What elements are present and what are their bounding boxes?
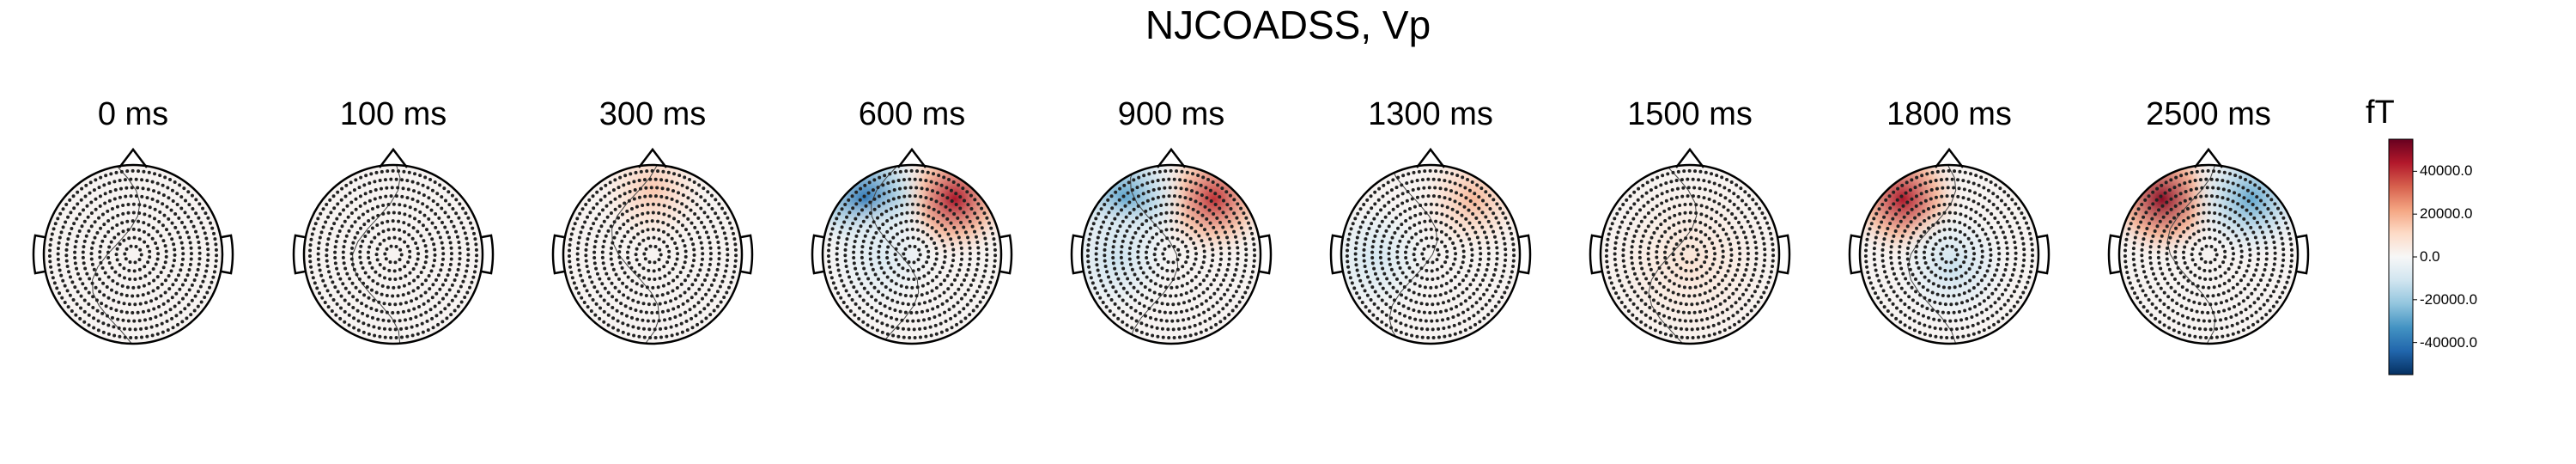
topomap-panel	[1848, 147, 2050, 345]
contour-line	[871, 165, 920, 344]
left-ear	[2107, 234, 2121, 275]
field-blob	[823, 194, 945, 324]
left-ear	[1589, 234, 1602, 275]
colorbar-unit: fT	[2366, 95, 2395, 131]
figure-title: NJCOADSS, Vp	[1145, 3, 1431, 47]
field-blob	[588, 165, 717, 254]
head-outline	[302, 163, 484, 345]
topomap-panel	[1329, 147, 1532, 345]
colorbar-tick-label: 40000.0	[2420, 162, 2473, 180]
colorbar-tick-label: 20000.0	[2420, 205, 2473, 223]
nose	[118, 147, 148, 168]
head-outline	[562, 163, 744, 345]
panel-title: 2500 ms	[2146, 96, 2271, 132]
sensor-dots	[567, 168, 738, 340]
contour-line	[1129, 165, 1179, 344]
panel-title: 100 ms	[339, 96, 447, 132]
sensor-dots	[1863, 168, 2035, 340]
sensor-dots	[2123, 168, 2294, 340]
nose	[1675, 147, 1704, 168]
panel-title: 1300 ms	[1368, 96, 1493, 132]
topomap-panel	[811, 147, 1013, 345]
nose	[1935, 147, 1964, 168]
contour-line	[1648, 165, 1698, 344]
nose	[2194, 147, 2223, 168]
topomap-panel	[292, 147, 495, 345]
right-ear	[740, 234, 754, 275]
right-ear	[1259, 234, 1273, 275]
right-ear	[1518, 234, 1532, 275]
nose	[638, 147, 667, 168]
nose	[379, 147, 408, 168]
panel-title: 900 ms	[1117, 96, 1225, 132]
topomap-panel	[1070, 147, 1273, 345]
colorbar-tick-label: -20000.0	[2420, 290, 2478, 308]
head-outline	[1080, 163, 1262, 345]
topomap-panel	[32, 147, 234, 345]
nose	[1416, 147, 1445, 168]
contour-line	[611, 165, 660, 344]
sensor-dots	[307, 168, 479, 340]
left-ear	[1070, 234, 1084, 275]
sensor-dots	[1604, 168, 1776, 340]
left-ear	[292, 234, 306, 275]
head-background	[44, 165, 222, 344]
sensor-dots	[1345, 168, 1516, 340]
left-ear	[551, 234, 565, 275]
head-outline	[1340, 163, 1522, 345]
contour-line	[1907, 165, 1957, 344]
field-blob	[1601, 165, 1779, 344]
contour-line	[1388, 165, 1438, 344]
panel-title: 300 ms	[598, 96, 707, 132]
sensor-dots	[47, 168, 219, 340]
left-ear	[811, 234, 824, 275]
right-ear	[1777, 234, 1791, 275]
colorbar-tick-label: -40000.0	[2420, 333, 2478, 351]
topomap-panel	[1589, 147, 1791, 345]
nose	[897, 147, 927, 168]
right-ear	[2037, 234, 2050, 275]
right-ear	[999, 234, 1013, 275]
sensor-dots	[1085, 168, 1257, 340]
colorbar	[2388, 138, 2414, 375]
head-outline	[2117, 163, 2300, 345]
colorbar-tick-label: 0.0	[2420, 248, 2440, 265]
right-ear	[2296, 234, 2310, 275]
head-outline	[1858, 163, 2040, 345]
right-ear	[481, 234, 495, 275]
head-background	[304, 165, 483, 344]
head-outline	[1599, 163, 1781, 345]
panel-title: 1800 ms	[1886, 96, 2012, 132]
left-ear	[1848, 234, 1862, 275]
panel-title: 600 ms	[858, 96, 966, 132]
topomap-panel	[2107, 147, 2310, 345]
right-ear	[221, 234, 234, 275]
sensor-dots	[826, 168, 998, 340]
panel-title: 0 ms	[97, 96, 169, 132]
head-outline	[821, 163, 1003, 345]
head-outline	[42, 163, 224, 345]
topomap-panel	[551, 147, 754, 345]
panel-title: 1500 ms	[1627, 96, 1753, 132]
left-ear	[1329, 234, 1343, 275]
left-ear	[32, 234, 46, 275]
nose	[1157, 147, 1186, 168]
